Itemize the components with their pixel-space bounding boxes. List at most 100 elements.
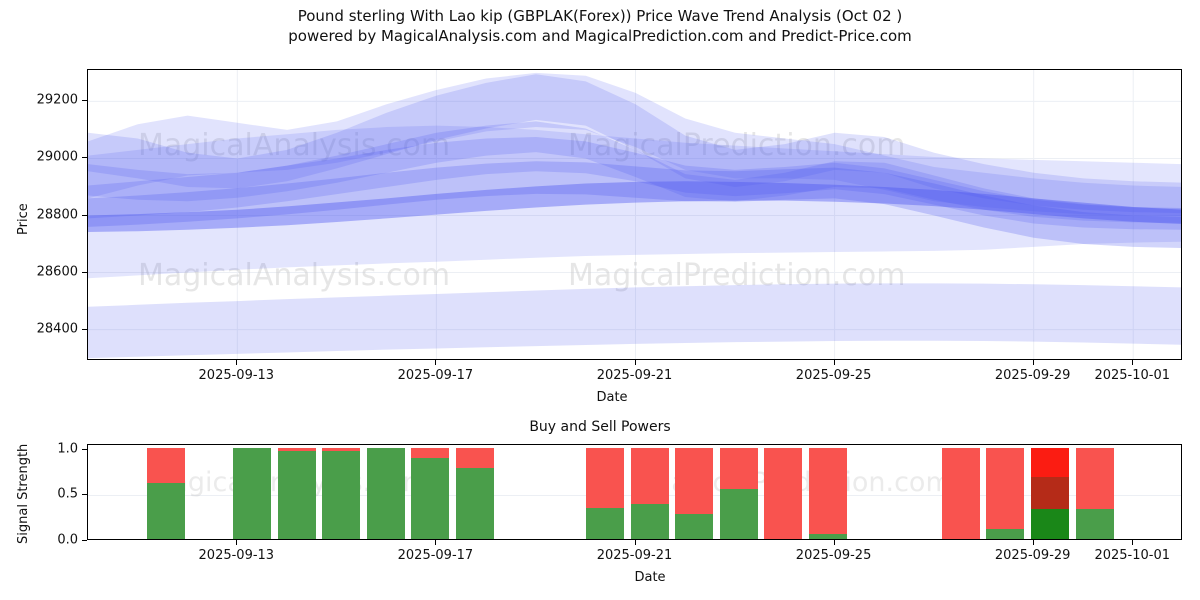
buy-sell-powers-plot-area: MagicalAnalysis.comMagicalPrediction.com (88, 445, 1181, 539)
sell-power-segment (586, 448, 624, 508)
sell-power-segment (1076, 448, 1114, 509)
signal-bar[interactable] (367, 448, 405, 539)
signal-x-tick-label: 2025-09-13 (199, 548, 275, 563)
price-wave-plot-area: MagicalAnalysis.comMagicalPrediction.com… (88, 70, 1181, 359)
price-y-tick-label: 29200 (37, 93, 78, 108)
signal-bar[interactable] (764, 448, 802, 539)
price-wave-chart-panel: MagicalAnalysis.comMagicalPrediction.com… (87, 69, 1182, 360)
signal-bar[interactable] (675, 448, 713, 539)
price-y-tick-mark (82, 100, 87, 101)
price-x-tick-label: 2025-09-25 (796, 368, 872, 383)
buy-power-segment (1031, 509, 1069, 539)
price-x-tick-mark (435, 360, 436, 365)
sell-power-segment (147, 448, 185, 484)
sell-power-segment (942, 448, 980, 539)
buy-sell-powers-panel: MagicalAnalysis.comMagicalPrediction.com (87, 444, 1182, 540)
price-band-lower-support-band (88, 283, 1181, 358)
sell-power-segment (675, 448, 713, 515)
buy-power-segment (1076, 509, 1114, 539)
signal-x-tick-mark (834, 540, 835, 545)
price-x-tick-label: 2025-09-17 (398, 368, 474, 383)
page-title: Pound sterling With Lao kip (GBPLAK(Fore… (0, 6, 1200, 46)
price-x-tick-label: 2025-09-13 (199, 368, 275, 383)
signal-strength-axis-label: Signal Strength (16, 444, 31, 544)
signal-bar[interactable] (147, 448, 185, 539)
title-line-2: powered by MagicalAnalysis.com and Magic… (0, 26, 1200, 46)
signal-x-tick-label: 2025-09-29 (995, 548, 1071, 563)
price-y-tick-label: 28400 (37, 321, 78, 336)
price-y-tick-mark (82, 329, 87, 330)
buy-power-segment (456, 468, 494, 539)
signal-bar[interactable] (986, 448, 1024, 539)
buy-power-segment (586, 508, 624, 539)
buy-power-segment (367, 448, 405, 539)
signal-y-tick-mark (82, 540, 87, 541)
buy-power-segment (278, 451, 316, 539)
sell-power-highlight-segment (1031, 448, 1069, 477)
signal-y-tick-mark (82, 449, 87, 450)
price-x-tick-label: 2025-09-29 (995, 368, 1071, 383)
title-line-1: Pound sterling With Lao kip (GBPLAK(Fore… (0, 6, 1200, 26)
signal-chart-title: Buy and Sell Powers (0, 419, 1200, 435)
buy-power-segment (631, 504, 669, 539)
signal-y-tick-mark (82, 494, 87, 495)
price-x-tick-mark (834, 360, 835, 365)
buy-power-segment (809, 534, 847, 539)
signal-x-tick-label: 2025-10-01 (1094, 548, 1170, 563)
price-y-tick-mark (82, 215, 87, 216)
price-y-tick-label: 28800 (37, 207, 78, 222)
signal-x-tick-label: 2025-09-17 (398, 548, 474, 563)
signal-bar[interactable] (809, 448, 847, 539)
signal-bar[interactable] (411, 448, 449, 539)
signal-x-tick-mark (1132, 540, 1133, 545)
price-wave-svg: MagicalAnalysis.comMagicalPrediction.com… (88, 70, 1181, 359)
sell-power-segment (631, 448, 669, 505)
date-axis-label-signal: Date (634, 570, 665, 585)
buy-power-segment (147, 483, 185, 539)
buy-power-segment (720, 489, 758, 539)
signal-bar[interactable] (456, 448, 494, 539)
price-x-tick-mark (236, 360, 237, 365)
sell-power-segment (322, 448, 360, 452)
sell-power-segment (456, 448, 494, 468)
sell-power-segment (278, 448, 316, 452)
signal-x-tick-label: 2025-09-25 (796, 548, 872, 563)
signal-bar[interactable] (586, 448, 624, 539)
buy-power-segment (986, 529, 1024, 539)
signal-bar[interactable] (278, 448, 316, 539)
buy-power-segment (322, 451, 360, 539)
sell-power-segment (986, 448, 1024, 529)
signal-x-tick-mark (635, 540, 636, 545)
signal-y-tick-label: 0.0 (57, 533, 78, 548)
buy-power-segment (233, 448, 271, 539)
sell-power-segment (764, 448, 802, 539)
signal-bar[interactable] (233, 448, 271, 539)
signal-x-tick-mark (435, 540, 436, 545)
price-y-tick-mark (82, 272, 87, 273)
signal-x-tick-mark (236, 540, 237, 545)
price-x-tick-label: 2025-10-01 (1094, 368, 1170, 383)
sell-power-segment (411, 448, 449, 458)
signal-bar[interactable] (1031, 448, 1069, 539)
price-x-tick-mark (1033, 360, 1034, 365)
signal-bar[interactable] (942, 448, 980, 539)
sell-power-segment (720, 448, 758, 489)
buy-power-segment (411, 458, 449, 539)
signal-bar[interactable] (322, 448, 360, 539)
price-axis-label: Price (16, 203, 31, 235)
sell-power-segment (809, 448, 847, 535)
signal-bar[interactable] (631, 448, 669, 539)
signal-y-tick-label: 0.5 (57, 487, 78, 502)
price-y-tick-label: 29000 (37, 150, 78, 165)
signal-x-tick-mark (1033, 540, 1034, 545)
buy-power-segment (675, 514, 713, 539)
signal-x-tick-label: 2025-09-21 (597, 548, 673, 563)
date-axis-label-main: Date (596, 390, 627, 405)
price-x-tick-mark (1132, 360, 1133, 365)
signal-bar[interactable] (1076, 448, 1114, 539)
price-y-tick-label: 28600 (37, 264, 78, 279)
signal-bar[interactable] (720, 448, 758, 539)
signal-y-tick-label: 1.0 (57, 441, 78, 456)
price-x-tick-label: 2025-09-21 (597, 368, 673, 383)
price-x-tick-mark (635, 360, 636, 365)
